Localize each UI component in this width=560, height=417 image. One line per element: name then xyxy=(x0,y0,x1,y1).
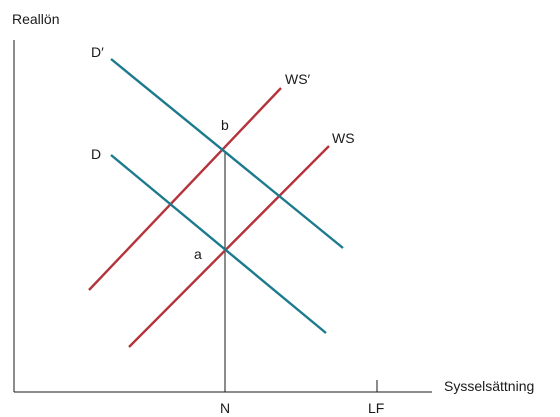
n-tick-label: N xyxy=(220,400,230,416)
x-axis-label: Sysselsättning xyxy=(444,378,534,394)
y-axis-label: Reallön xyxy=(12,11,59,27)
point-a-label: a xyxy=(194,246,202,262)
lf-tick-label: LF xyxy=(368,400,384,416)
ws-shifted-curve xyxy=(88,87,282,291)
ws-label: WS xyxy=(332,130,355,146)
d-shifted-curve xyxy=(110,58,344,249)
d-shifted-label: D′ xyxy=(91,44,104,60)
ws-curve xyxy=(128,145,330,348)
d-curve xyxy=(110,154,327,334)
ws-shifted-label: WS′ xyxy=(285,71,311,87)
point-b-label: b xyxy=(221,117,229,133)
d-label: D xyxy=(91,146,101,162)
